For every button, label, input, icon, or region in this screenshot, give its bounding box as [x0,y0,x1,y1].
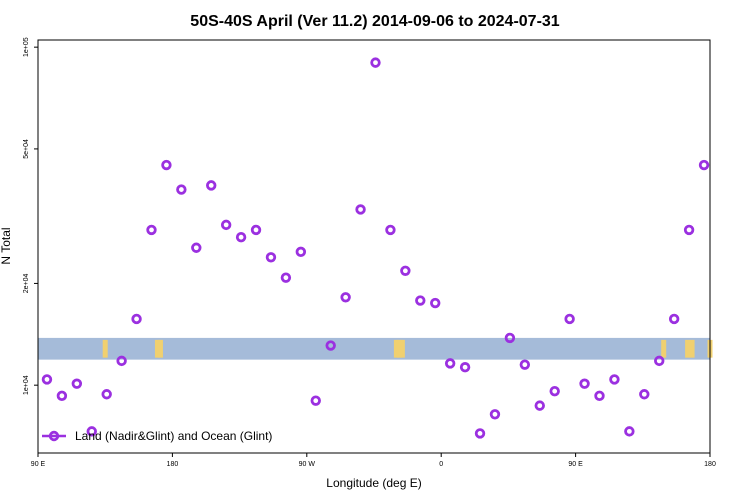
data-point [474,428,486,439]
y-tick-label: 5e+04 [23,139,30,159]
chart-title: 50S-40S April (Ver 11.2) 2014-09-06 to 2… [190,13,560,30]
data-point [459,362,471,373]
data-point [265,252,277,263]
data-point [654,355,665,367]
data-point [146,224,157,236]
y-tick-label: 2e+04 [23,273,30,293]
x-tick-label: 180 [167,461,179,468]
data-point [534,400,545,411]
data-point [594,390,605,402]
x-tick-label: 90 E [568,461,583,468]
legend: Land (Nadir&Glint) and Ocean (Glint) [42,429,272,443]
data-point [564,313,575,325]
data-point [295,246,307,258]
land-mark [399,339,405,358]
data-point [340,292,351,303]
x-tick-label: 90 W [299,461,316,468]
x-axis: 90 E 180 90 W 0 90 E 180 [31,453,716,468]
data-point [191,242,202,253]
data-point [385,224,396,236]
data-point [489,409,501,420]
legend-marker [48,430,60,442]
data-point [400,265,411,276]
land-mark [661,339,667,358]
x-tick-label: 90 E [31,461,46,468]
land-mark [689,339,695,358]
plot-frame [37,39,711,454]
data-point [280,272,292,283]
data-point [579,378,590,389]
data-point [131,313,142,325]
latitude-band [38,337,710,360]
data-point [355,204,366,215]
y-tick-label: 1e+04 [23,375,30,395]
data-point [519,359,531,370]
y-axis: 1e+04 2e+04 5e+04 1e+05 [23,37,38,395]
data-point [206,180,217,191]
data-point [668,313,680,325]
legend-entry: Land (Nadir&Glint) and Ocean (Glint) [75,429,272,443]
data-point [56,390,68,402]
data-point [444,358,456,369]
land-mark [393,339,399,358]
data-point [235,232,247,243]
data-point [430,297,441,309]
data-point [609,374,620,385]
data-point [310,395,321,406]
data-point [415,295,426,306]
y-axis-label: N Total [0,227,13,264]
data-point [176,184,187,195]
data-point [250,224,262,236]
data-point [116,355,127,367]
data-point [698,159,710,171]
data-point [639,389,650,400]
data-point [86,426,97,437]
land-mark [154,339,160,358]
data-point [41,374,53,385]
x-tick-label: 180 [704,461,716,468]
band-rect [38,337,710,360]
data-point [624,426,635,437]
data-point [161,159,172,171]
data-point [683,224,695,236]
data-point [504,332,516,344]
data-point [101,389,112,400]
x-axis-label: Longitude (deg E) [326,476,421,490]
land-mark [157,339,163,358]
data-point [370,57,381,68]
data-point [549,385,560,397]
y-tick-label: 1e+05 [23,37,30,57]
data-point [325,340,336,351]
land-mark [102,339,108,358]
data-series [41,57,710,439]
land-mark [685,339,691,358]
x-tick-label: 0 [439,461,443,468]
data-point [71,378,83,389]
data-point [220,219,232,231]
land-mark [396,339,402,358]
